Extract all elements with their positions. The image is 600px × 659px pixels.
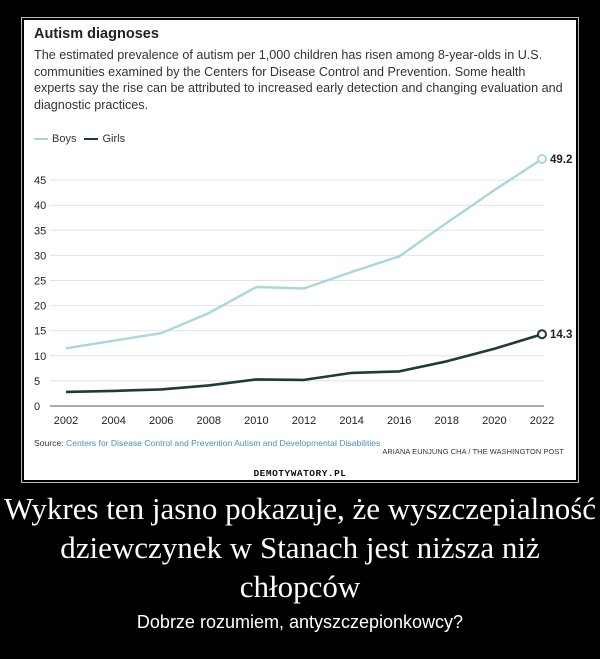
credit: ARIANA EUNJUNG CHA / THE WASHINGTON POST — [382, 447, 564, 456]
x-tick-label: 2012 — [292, 415, 316, 427]
x-tick-label: 2010 — [244, 415, 268, 427]
x-tick-label: 2002 — [54, 415, 78, 427]
watermark: DEMOTYWATORY.PL — [0, 463, 600, 481]
y-tick-label: 35 — [34, 225, 46, 237]
data-label-girls: 14.3 — [550, 329, 572, 341]
x-tick-label: 2018 — [435, 415, 459, 427]
source-label: Source: — [34, 438, 64, 448]
legend: Boys Girls — [34, 133, 125, 145]
y-tick-label: 25 — [34, 276, 46, 288]
caption-subtitle: Dobrze rozumiem, antyszczepionkowcy? — [136, 612, 464, 632]
poster-frame — [21, 17, 579, 483]
line-chart: 0 5 10 15 20 25 30 35 40 45 2002 2004 2006 2008 2010 20… — [34, 154, 572, 427]
chart-card: Autism diagnoses The estimated prevalenc… — [24, 20, 576, 480]
series-line-boys — [65, 157, 543, 350]
x-tick-label: 2014 — [339, 415, 363, 427]
y-tick-label: 45 — [34, 175, 46, 187]
x-tick-label: 2006 — [149, 415, 173, 427]
x-tick-label: 2016 — [387, 415, 411, 427]
x-tick-label: 2020 — [482, 415, 506, 427]
source-text: Centers for Disease Control and Preventi… — [66, 438, 381, 448]
data-label-boys: 49.2 — [550, 154, 572, 166]
series-line-girls — [65, 332, 543, 394]
legend-label-girls: Girls — [102, 133, 126, 145]
caption-title: Wykres ten jasno pokazuje, że wyszczepia… — [3, 491, 597, 604]
x-tick-label: 2022 — [530, 415, 554, 427]
y-tick-label: 10 — [34, 351, 46, 363]
x-tick-label: 2004 — [101, 415, 125, 427]
y-tick-label: 30 — [34, 250, 46, 262]
legend-label-boys: Boys — [52, 133, 77, 145]
legend-item-girls: Girls — [84, 133, 125, 145]
legend-swatch-boys — [34, 138, 48, 140]
chart-subtitle: The estimated prevalence of autism per 1… — [34, 48, 563, 112]
end-marker-boys — [537, 154, 547, 165]
y-tick-label: 20 — [34, 301, 46, 313]
y-tick-label: 40 — [34, 200, 46, 212]
x-tick-label: 2008 — [197, 415, 221, 427]
source-note: Source: Centers for Disease Control and … — [34, 438, 384, 449]
y-tick-label: 0 — [34, 401, 40, 413]
legend-swatch-girls — [84, 138, 99, 140]
watermark-text: DEMOTYWATORY.PL — [250, 467, 350, 480]
chart-title: Autism diagnoses — [34, 26, 159, 42]
legend-item-boys: Boys — [34, 133, 76, 145]
y-tick-label: 15 — [34, 326, 46, 338]
y-tick-label: 5 — [34, 376, 40, 388]
end-marker-girls — [537, 329, 547, 340]
